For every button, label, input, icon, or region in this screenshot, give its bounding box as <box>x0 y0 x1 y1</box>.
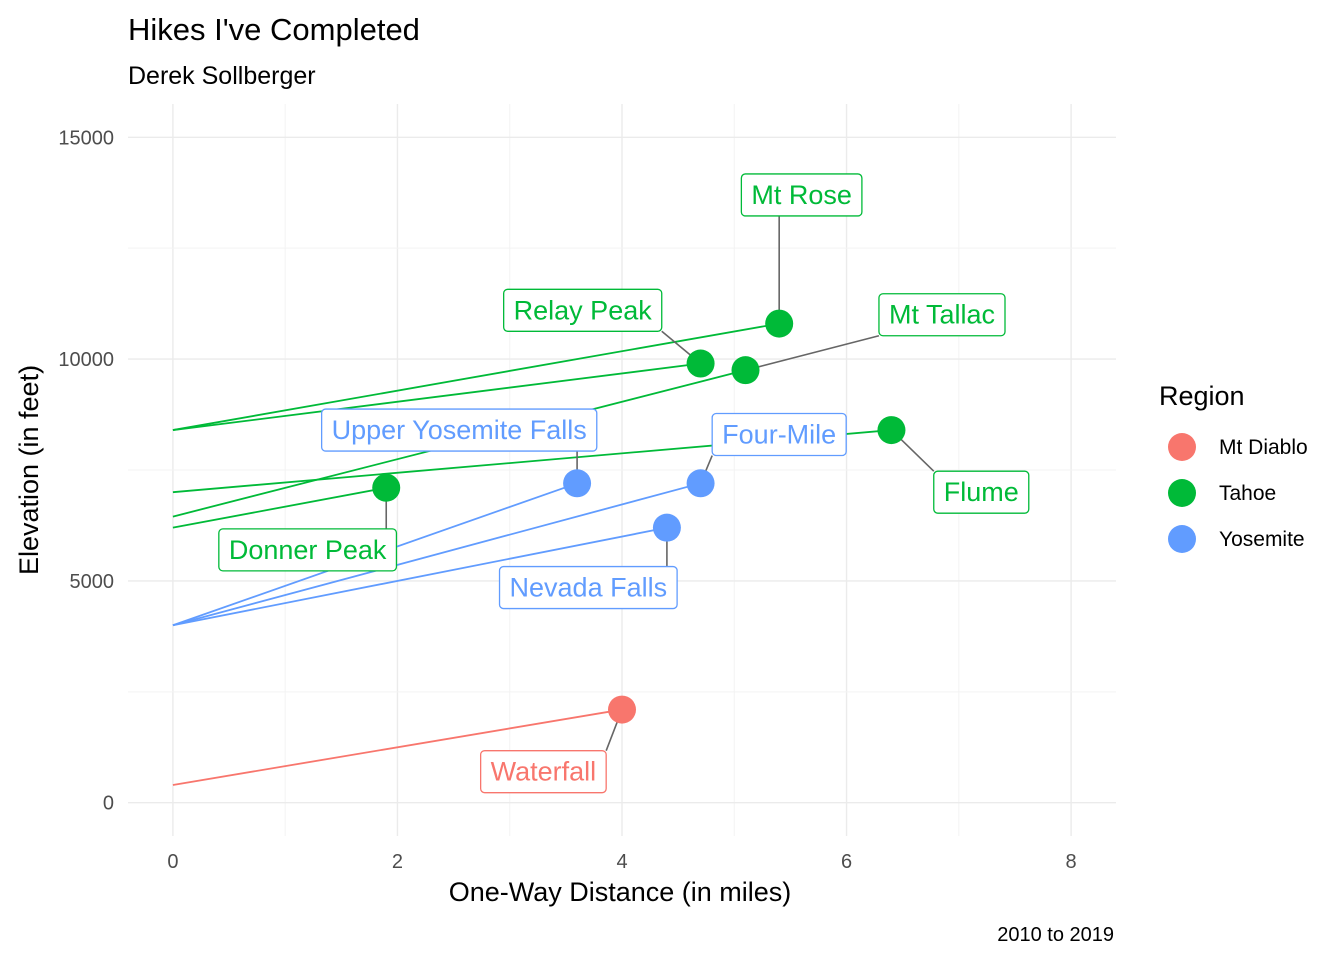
hike-point <box>731 356 760 385</box>
legend-label: Yosemite <box>1219 528 1305 551</box>
x-tick-label: 0 <box>167 851 178 873</box>
hike-label: Flume <box>944 477 1019 507</box>
trail-segment <box>172 708 623 786</box>
hike-point <box>686 349 715 378</box>
x-axis-title: One-Way Distance (in miles) <box>449 877 792 907</box>
y-axis-title: Elevation (in feet) <box>14 365 44 575</box>
axis-tick-labels: 0 2 4 6 8 0 5000 10000 15000 <box>58 127 1076 873</box>
chart-subtitle: Derek Sollberger <box>128 62 316 90</box>
y-tick-label: 0 <box>103 793 114 815</box>
hike-point <box>877 416 906 445</box>
x-tick-label: 4 <box>616 851 627 873</box>
trail-segment <box>172 322 780 431</box>
grid-lines <box>128 104 1116 836</box>
hike-label: Mt Rose <box>751 180 852 210</box>
hike-point <box>563 469 592 498</box>
trail-segment <box>172 486 387 529</box>
y-tick-label: 5000 <box>70 571 115 593</box>
legend-key <box>1168 433 1196 461</box>
hike-label-box <box>320 408 598 452</box>
hike-label-box <box>933 470 1030 514</box>
hike-point <box>686 469 715 498</box>
hike-label: Upper Yosemite Falls <box>332 415 587 445</box>
trail-segment <box>172 482 701 627</box>
hike-points <box>372 309 906 724</box>
x-tick-label: 8 <box>1066 851 1077 873</box>
hike-label-box <box>503 288 663 332</box>
legend-title: Region <box>1159 381 1245 411</box>
trail-segment <box>172 362 701 431</box>
trail-segment <box>172 526 668 627</box>
hike-label-box <box>218 528 398 572</box>
legend-label: Tahoe <box>1219 482 1276 505</box>
hike-point <box>765 309 794 338</box>
chart-title: Hikes I've Completed <box>128 12 420 47</box>
hike-point <box>652 513 681 542</box>
hike-label-box <box>498 565 678 610</box>
hike-label: Nevada Falls <box>510 573 668 603</box>
legend-key <box>1168 479 1196 507</box>
hike-label-box <box>479 750 607 794</box>
hike-point <box>608 695 636 724</box>
hike-label-box <box>878 293 1006 337</box>
legend-key <box>1168 525 1196 553</box>
hike-label: Mt Tallac <box>889 300 995 330</box>
x-tick-label: 2 <box>392 851 403 873</box>
legend-items: Mt Diablo Tahoe Yosemite <box>1168 433 1308 553</box>
hike-label: Waterfall <box>491 757 597 787</box>
label-leader-line <box>745 334 880 371</box>
legend-label: Mt Diablo <box>1219 436 1308 459</box>
x-tick-label: 6 <box>841 851 852 873</box>
hike-label: Four-Mile <box>722 420 836 450</box>
hike-labels: Waterfall Mt Rose Relay Peak Mt Tallac Flume… <box>218 173 1030 794</box>
chart-caption: 2010 to 2019 <box>997 924 1114 946</box>
hike-point <box>372 473 401 502</box>
hike-label-box <box>711 412 847 457</box>
y-tick-label: 15000 <box>58 127 114 149</box>
hike-label: Donner Peak <box>229 535 387 565</box>
legend: Region Mt Diablo Tahoe Yosemite <box>1159 381 1308 553</box>
hike-label-box <box>740 173 863 217</box>
y-tick-label: 10000 <box>58 349 114 371</box>
hike-label: Relay Peak <box>514 295 653 325</box>
